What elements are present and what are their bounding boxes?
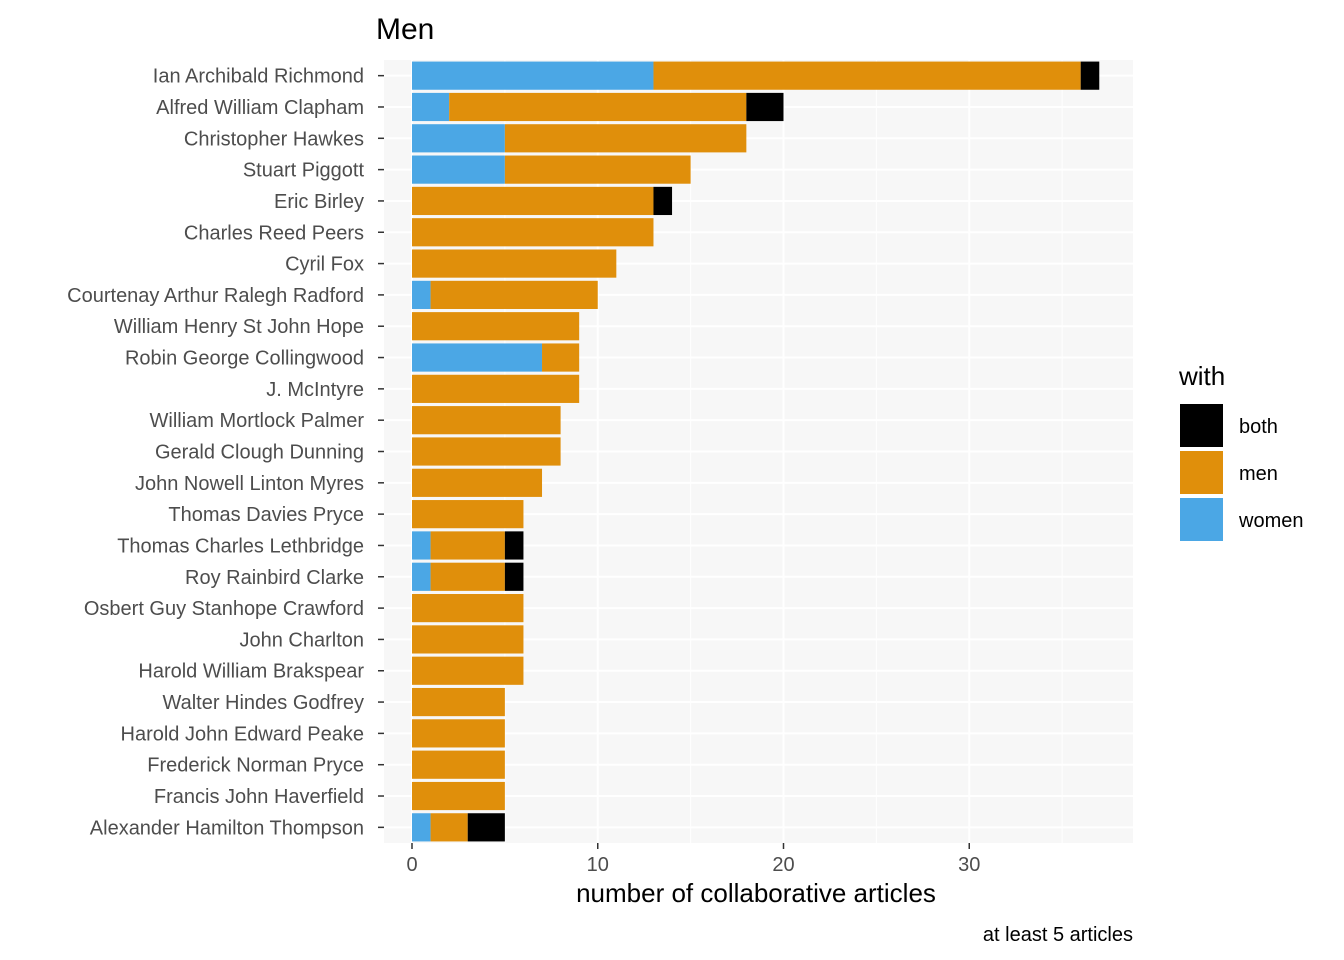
bar-men-j-mcintyre bbox=[412, 374, 580, 403]
caption: at least 5 articles bbox=[983, 924, 1133, 946]
bar-men-william-mortlock-palmer bbox=[412, 406, 561, 435]
bar-men-thomas-charles-lethbridge bbox=[430, 531, 505, 560]
x-tick-label: 30 bbox=[958, 854, 980, 876]
bar-men-robin-george-collingwood bbox=[542, 343, 580, 372]
y-tick-label: Harold John Edward Peake bbox=[121, 723, 364, 745]
bar-men-christopher-hawkes bbox=[504, 124, 747, 153]
bar-women-roy-rainbird-clarke bbox=[412, 562, 431, 591]
bars bbox=[412, 61, 1100, 842]
bar-women-alexander-hamilton-thompson bbox=[412, 813, 431, 842]
y-tick-label: Osbert Guy Stanhope Crawford bbox=[84, 598, 364, 620]
bar-men-william-henry-st-john-hope bbox=[412, 312, 580, 341]
bar-both-alfred-william-clapham bbox=[746, 92, 784, 122]
bar-women-christopher-hawkes bbox=[412, 124, 505, 153]
bar-both-roy-rainbird-clarke bbox=[504, 562, 524, 591]
x-tick-label: 0 bbox=[406, 854, 417, 876]
x-tick-label: 10 bbox=[587, 854, 609, 876]
y-tick-label: Ian Archibald Richmond bbox=[153, 66, 364, 88]
x-axis: 0 10 20 30 bbox=[406, 843, 980, 876]
bar-men-walter-hindes-godfrey bbox=[412, 687, 505, 717]
bar-both-ian-archibald-richmond bbox=[1080, 61, 1100, 90]
bar-men-alfred-william-clapham bbox=[449, 92, 747, 122]
y-tick-label: Francis John Haverfield bbox=[154, 786, 364, 808]
bar-men-frederick-norman-pryce bbox=[412, 750, 505, 779]
bar-men-harold-william-brakspear bbox=[412, 656, 524, 685]
y-tick-label: J. McIntyre bbox=[266, 379, 364, 401]
y-tick-label: Eric Birley bbox=[274, 191, 364, 213]
legend: with both men women bbox=[1178, 361, 1303, 541]
y-tick-label: John Nowell Linton Myres bbox=[135, 473, 364, 495]
x-axis-title: number of collaborative articles bbox=[576, 878, 936, 908]
y-tick-label: Cyril Fox bbox=[285, 254, 364, 276]
bar-men-charles-reed-peers bbox=[412, 218, 654, 247]
chart-title: Men bbox=[376, 13, 434, 46]
y-tick-label: Roy Rainbird Clarke bbox=[185, 567, 364, 589]
bar-men-courtenay-arthur-ralegh-radford bbox=[430, 280, 598, 309]
y-tick-label: William Mortlock Palmer bbox=[150, 410, 365, 432]
y-tick-label: Frederick Norman Pryce bbox=[147, 755, 364, 777]
y-tick-label: Courtenay Arthur Ralegh Radford bbox=[67, 285, 364, 307]
y-tick-label: Thomas Davies Pryce bbox=[168, 504, 364, 526]
bar-men-john-nowell-linton-myres bbox=[412, 468, 543, 497]
bar-women-ian-archibald-richmond bbox=[412, 61, 654, 90]
bar-both-thomas-charles-lethbridge bbox=[504, 531, 524, 560]
legend-label-women: women bbox=[1238, 510, 1303, 532]
bar-women-stuart-piggott bbox=[412, 155, 505, 184]
bar-women-courtenay-arthur-ralegh-radford bbox=[412, 280, 431, 309]
y-tick-label: Stuart Piggott bbox=[243, 160, 365, 182]
bar-men-stuart-piggott bbox=[504, 155, 691, 184]
y-tick-label: Thomas Charles Lethbridge bbox=[117, 535, 364, 557]
y-tick-label: Gerald Clough Dunning bbox=[155, 442, 364, 464]
bar-men-roy-rainbird-clarke bbox=[430, 562, 505, 591]
legend-label-men: men bbox=[1239, 463, 1278, 485]
bar-men-harold-john-edward-peake bbox=[412, 719, 505, 748]
bar-women-alfred-william-clapham bbox=[412, 92, 450, 122]
bar-men-john-charlton bbox=[412, 625, 524, 654]
legend-key-both bbox=[1180, 404, 1223, 447]
bar-both-eric-birley bbox=[653, 186, 673, 216]
y-tick-label: Harold William Brakspear bbox=[138, 661, 364, 683]
bar-men-thomas-davies-pryce bbox=[412, 500, 524, 529]
y-axis: Ian Archibald Richmond Alfred William Cla… bbox=[67, 66, 384, 839]
y-tick-label: Robin George Collingwood bbox=[125, 348, 364, 370]
y-tick-label: Walter Hindes Godfrey bbox=[162, 692, 364, 714]
bar-men-alexander-hamilton-thompson bbox=[430, 813, 468, 842]
y-tick-label: Alexander Hamilton Thompson bbox=[90, 817, 364, 839]
bar-men-gerald-clough-dunning bbox=[412, 437, 561, 466]
bar-men-osbert-guy-stanhope-crawford bbox=[412, 594, 524, 623]
x-tick-label: 20 bbox=[772, 854, 794, 876]
bar-women-robin-george-collingwood bbox=[412, 343, 543, 372]
legend-key-women bbox=[1180, 498, 1223, 541]
y-tick-label: John Charlton bbox=[239, 629, 364, 651]
bar-women-thomas-charles-lethbridge bbox=[412, 531, 431, 560]
y-tick-label: William Henry St John Hope bbox=[114, 316, 364, 338]
bar-men-ian-archibald-richmond bbox=[653, 61, 1081, 90]
legend-key-men bbox=[1180, 451, 1223, 494]
legend-label-both: both bbox=[1239, 416, 1278, 438]
y-tick-label: Christopher Hawkes bbox=[184, 128, 364, 150]
bar-men-francis-john-haverfield bbox=[412, 781, 505, 811]
bar-both-alexander-hamilton-thompson bbox=[467, 813, 505, 842]
legend-title: with bbox=[1178, 361, 1225, 391]
bar-men-cyril-fox bbox=[412, 249, 617, 278]
y-tick-label: Alfred William Clapham bbox=[156, 97, 364, 119]
bar-men-eric-birley bbox=[412, 186, 654, 216]
y-tick-label: Charles Reed Peers bbox=[184, 222, 364, 244]
